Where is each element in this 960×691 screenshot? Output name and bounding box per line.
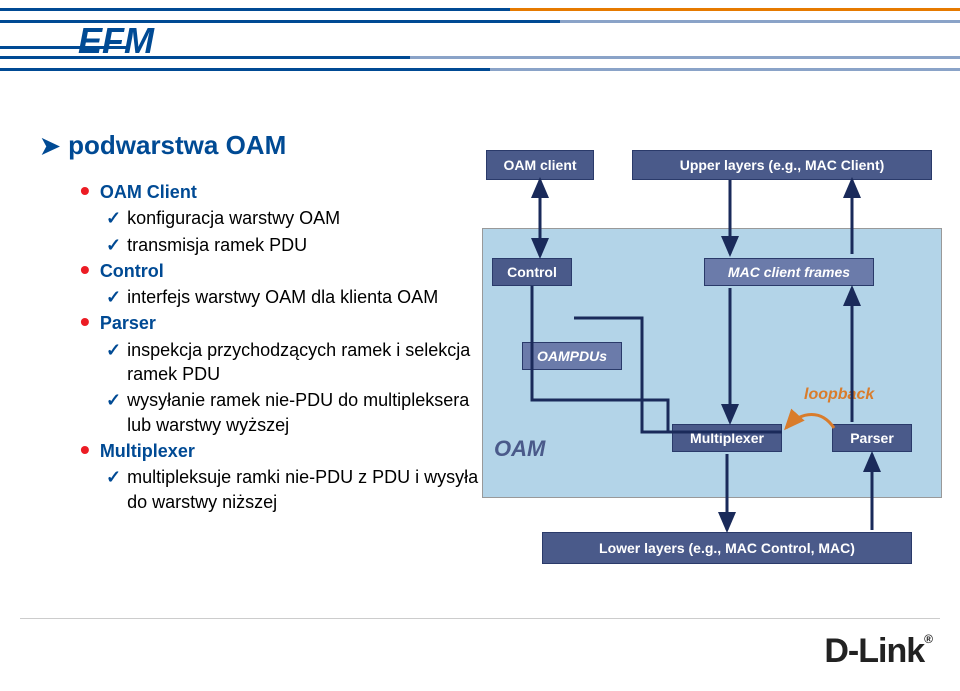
- bullet-icon: •: [80, 259, 90, 281]
- list-sub-item: ✓konfiguracja warstwy OAM: [106, 206, 480, 230]
- footer-divider: [20, 618, 940, 619]
- check-icon: ✓: [106, 338, 121, 362]
- check-icon: ✓: [106, 233, 121, 257]
- bullet-icon: •: [80, 439, 90, 461]
- check-icon: ✓: [106, 388, 121, 412]
- check-icon: ✓: [106, 206, 121, 230]
- list-item: • Multiplexer: [80, 439, 480, 463]
- bullet-icon: •: [80, 311, 90, 333]
- bullet-label: OAM Client: [100, 180, 197, 204]
- list-item: • Parser: [80, 311, 480, 335]
- list-item: • OAM Client: [80, 180, 480, 204]
- list-sub-item: ✓transmisja ramek PDU: [106, 233, 480, 257]
- list-sub-item: ✓multipleksuje ramki nie-PDU z PDU i wys…: [106, 465, 480, 514]
- arrow-icon: ➤: [40, 133, 60, 160]
- bullet-label: Multiplexer: [100, 439, 195, 463]
- section-title: ➤ podwarstwa OAM: [40, 130, 286, 161]
- bullet-icon: •: [80, 180, 90, 202]
- page-title: EFM: [78, 20, 154, 62]
- list-sub-item: ✓inspekcja przychodzących ramek i selekc…: [106, 338, 480, 387]
- oam-diagram: OAM client Upper layers (e.g., MAC Clien…: [482, 150, 942, 580]
- dlink-logo: D-Link®: [824, 632, 932, 671]
- section-title-text: podwarstwa OAM: [68, 130, 286, 160]
- bullet-label: Parser: [100, 311, 156, 335]
- list-item: • Control: [80, 259, 480, 283]
- bullet-label: Control: [100, 259, 164, 283]
- list-sub-item: ✓wysyłanie ramek nie-PDU do multiplekser…: [106, 388, 480, 437]
- bullet-list: • OAM Client ✓konfiguracja warstwy OAM ✓t…: [80, 180, 480, 516]
- list-sub-item: ✓interfejs warstwy OAM dla klienta OAM: [106, 285, 480, 309]
- diagram-arrows: [482, 150, 942, 580]
- check-icon: ✓: [106, 465, 121, 489]
- title-area: EFM: [0, 0, 960, 105]
- check-icon: ✓: [106, 285, 121, 309]
